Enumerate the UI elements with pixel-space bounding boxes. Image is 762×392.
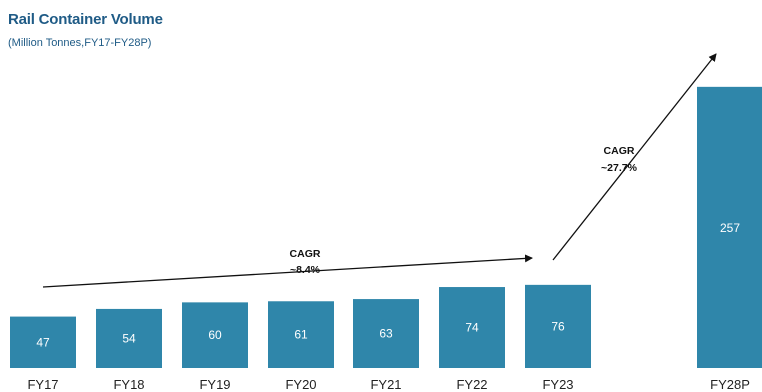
x-tick-fy19: FY19 xyxy=(199,377,230,392)
data-label-fy19: 60 xyxy=(208,328,222,342)
cagr-label-fy23-fy28p-value: ~27.7% xyxy=(601,162,638,174)
x-tick-fy23: FY23 xyxy=(542,377,573,392)
cagr-arrow-fy17-fy23 xyxy=(42,254,533,288)
data-label-fy20: 61 xyxy=(294,328,308,342)
cagr-label-fy17-fy23-title: CAGR xyxy=(290,248,321,260)
chart-title: Rail Container Volume xyxy=(8,11,163,28)
cagr-label-fy17-fy23-value: ~8.4% xyxy=(290,264,321,276)
data-label-fy22: 74 xyxy=(465,321,479,335)
bar-fy28p xyxy=(697,86,762,368)
x-tick-fy28p: FY28P xyxy=(710,377,750,392)
chart-subtitle: (Million Tonnes,FY17-FY28P) xyxy=(8,37,152,49)
x-tick-fy20: FY20 xyxy=(285,377,316,392)
data-label-fy21: 63 xyxy=(379,327,393,341)
cagr-arrow-fy23-fy28p xyxy=(552,53,717,261)
x-tick-fy22: FY22 xyxy=(456,377,487,392)
x-tick-fy18: FY18 xyxy=(113,377,144,392)
x-tick-fy21: FY21 xyxy=(370,377,401,392)
data-label-fy28p: 257 xyxy=(720,221,740,235)
data-label-fy17: 47 xyxy=(36,335,50,349)
bars-group xyxy=(10,86,762,368)
x-tick-fy17: FY17 xyxy=(27,377,58,392)
bar-fy22 xyxy=(439,287,505,368)
x-axis-tick-labels: FY17 FY18 FY19 FY20 FY21 FY22 FY23 FY28P xyxy=(27,377,749,392)
bar-fy23 xyxy=(525,284,591,368)
bar-fy20 xyxy=(268,301,334,368)
bar-fy21 xyxy=(353,299,419,368)
bar-fy19 xyxy=(182,302,248,368)
cagr-annotations: CAGR ~8.4% CAGR ~27.7% xyxy=(42,53,717,288)
data-label-fy18: 54 xyxy=(122,331,136,345)
bar-labels-group: 47 54 60 61 63 74 76 257 xyxy=(36,221,740,349)
bar-fy18 xyxy=(96,308,162,368)
cagr-label-fy23-fy28p-title: CAGR xyxy=(604,145,635,157)
data-label-fy23: 76 xyxy=(551,319,565,333)
bar-fy17 xyxy=(10,316,76,368)
